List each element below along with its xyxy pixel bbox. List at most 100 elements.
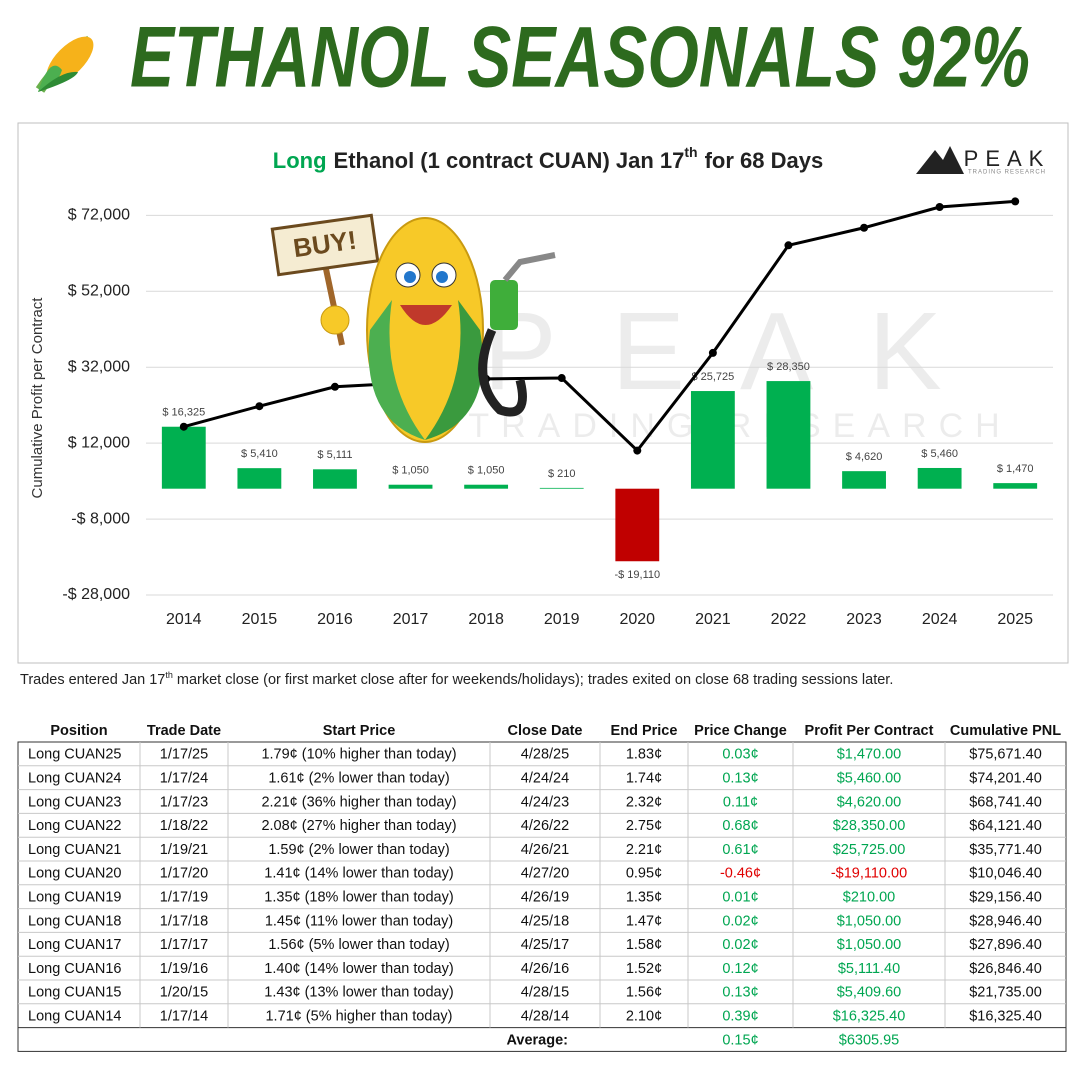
table-cell: $4,620.00	[837, 794, 902, 810]
table-cell: Long CUAN22	[28, 818, 122, 834]
table-cell: 4/26/22	[521, 818, 569, 834]
table-cell: -0.46¢	[720, 866, 761, 882]
bar	[842, 471, 886, 489]
table-cell: 1/20/15	[160, 985, 208, 1001]
x-tick-label: 2014	[166, 611, 202, 628]
table-cell: Long CUAN18	[28, 913, 122, 929]
table-cell: Long CUAN15	[28, 985, 122, 1001]
bar-value-label: $ 1,470	[997, 463, 1034, 475]
y-tick-label: -$ 28,000	[62, 586, 130, 603]
table-cell: $210.00	[843, 890, 895, 906]
table-cell: 1.71¢ (5% higher than today)	[265, 1009, 452, 1025]
footnote-text: Trades entered Jan 17	[20, 671, 166, 688]
x-tick-label: 2017	[393, 611, 429, 628]
table-cell: 1.52¢	[626, 961, 662, 977]
bar-value-label: $ 1,050	[392, 465, 429, 477]
table-cell: 1.74¢	[626, 771, 662, 787]
title-sup: th	[684, 144, 697, 160]
table-cell: 1.41¢ (14% lower than today)	[264, 866, 453, 882]
cumulative-point	[935, 203, 944, 212]
table-cell: Long CUAN24	[28, 771, 122, 787]
table-cell: $64,121.40	[969, 818, 1042, 834]
bar-value-label: $ 28,350	[767, 361, 810, 373]
table-header: Close Date	[508, 723, 583, 739]
title-highlight: Long	[273, 148, 327, 173]
table-cell: 4/24/24	[521, 771, 569, 787]
bar-value-label: $ 5,410	[241, 448, 278, 460]
table-cell: 1/17/24	[160, 771, 208, 787]
bar	[464, 484, 509, 489]
x-tick-label: 2025	[997, 611, 1033, 628]
table-cell: $5,460.00	[837, 771, 902, 787]
cumulative-point	[784, 241, 793, 250]
table-cell: 1/17/17	[160, 937, 208, 953]
x-tick-label: 2020	[619, 611, 655, 628]
table-cell: Long CUAN21	[28, 842, 122, 858]
table-cell: $29,156.40	[969, 890, 1042, 906]
table-cell: 0.95¢	[626, 866, 662, 882]
table-cell: $25,725.00	[833, 842, 906, 858]
bar	[161, 426, 206, 489]
table-cell: 1.59¢ (2% lower than today)	[268, 842, 449, 858]
cumulative-point	[179, 422, 188, 431]
table-cell: 0.13¢	[722, 985, 758, 1001]
table-header: Position	[50, 723, 107, 739]
bar-value-label: -$ 19,110	[614, 569, 660, 581]
cumulative-point	[255, 402, 264, 411]
plot: -$ 28,000 -$ 8,000 $ 12,000 $ 32,000 $ 52,00…	[62, 197, 1053, 628]
logo: PEAK TRADING RESEARCH	[916, 146, 1051, 176]
table-cell: 0.12¢	[722, 961, 758, 977]
table-cell: 1.45¢ (11% lower than today)	[265, 913, 453, 929]
table-cell: 0.13¢	[722, 771, 758, 787]
table-cell: 1/17/14	[160, 1009, 208, 1025]
chart-frame	[17, 122, 1069, 664]
cumulative-line	[183, 199, 1016, 453]
table-cell: 1.40¢ (14% lower than today)	[264, 961, 453, 977]
bar-value-label: $ 1,050	[468, 465, 505, 477]
bar-value-label: $ 4,620	[846, 451, 883, 463]
table-cell: 4/24/23	[521, 794, 569, 810]
table-cell: $1,470.00	[837, 747, 902, 763]
table-cell: 2.21¢	[626, 842, 662, 858]
y-tick-label: $ 52,000	[68, 283, 130, 300]
footnote-sup: th	[165, 670, 173, 680]
table-cell: -$19,110.00	[831, 866, 907, 882]
table-cell: 4/27/20	[521, 866, 569, 882]
table-cell: $16,325.40	[969, 1009, 1042, 1025]
y-tick-label: $ 12,000	[68, 434, 130, 451]
y-axis-label: Cumulative Profit per Contract	[29, 297, 46, 499]
bar	[993, 483, 1038, 489]
x-tick-label: 2023	[846, 611, 882, 628]
table-cell: $74,201.40	[969, 771, 1042, 787]
chart-title: Long Ethanol (1 contract CUAN) Jan 17th fo…	[273, 144, 823, 173]
footnote: Trades entered Jan 17th market close (or …	[20, 670, 893, 688]
table-cell: $35,771.40	[969, 842, 1042, 858]
bar-value-label: $ 16,325	[162, 407, 205, 419]
x-tick-label: 2021	[695, 611, 731, 628]
logo-text: PEAK	[964, 146, 1051, 171]
table-cell: 1/17/18	[160, 913, 208, 929]
table-cell: Long CUAN20	[28, 866, 122, 882]
title-rest: for 68 Days	[705, 148, 824, 173]
cumulative-point	[633, 446, 642, 455]
table-cell: 0.11¢	[723, 794, 758, 810]
table-cell: 0.68¢	[722, 818, 758, 834]
table-cell: $21,735.00	[969, 985, 1042, 1001]
cumulative-point	[330, 382, 339, 391]
x-tick-label: 2019	[544, 611, 580, 628]
bar	[766, 381, 811, 489]
table-header: Trade Date	[147, 723, 221, 739]
table-cell: 4/28/14	[521, 1009, 569, 1025]
table-cell: 0.39¢	[722, 1009, 758, 1025]
table-cell: 1/19/21	[160, 842, 208, 858]
table-cell: 0.02¢	[722, 913, 758, 929]
footer-label: Average:	[506, 1032, 568, 1048]
table-cell: 1.79¢ (10% higher than today)	[261, 747, 456, 763]
bar	[237, 468, 282, 489]
table-cell: 1/17/20	[160, 866, 208, 882]
table-cell: 1.83¢	[626, 747, 662, 763]
table-cell: 0.61¢	[722, 842, 758, 858]
table-cell: 1/17/25	[160, 747, 208, 763]
table-cell: 1.35¢	[626, 890, 662, 906]
